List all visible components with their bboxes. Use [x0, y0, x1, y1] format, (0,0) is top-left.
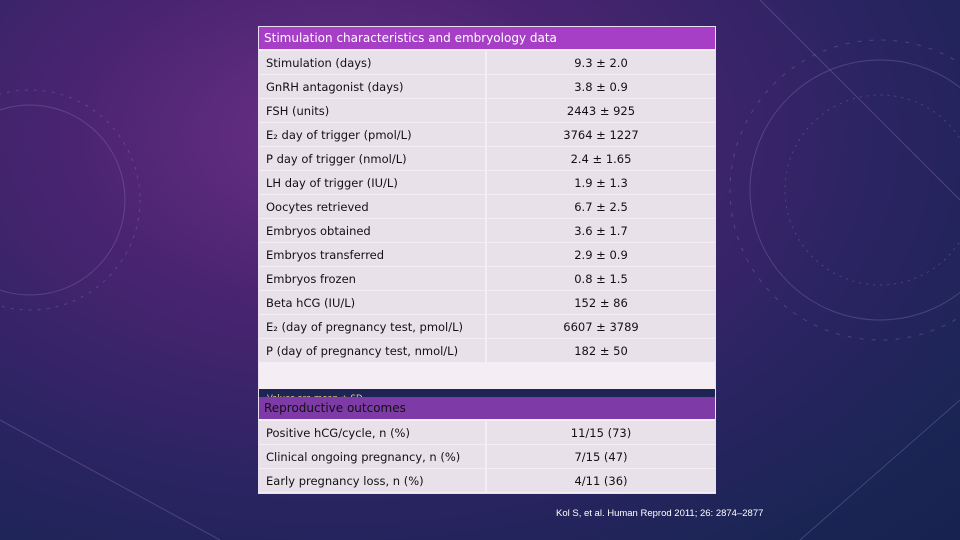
row-label: Early pregnancy loss, n (%): [259, 469, 485, 492]
row-value: 4/11 (36): [487, 469, 715, 492]
row-label: Oocytes retrieved: [259, 195, 485, 218]
row-label: LH day of trigger (IU/L): [259, 171, 485, 194]
row-label: FSH (units): [259, 99, 485, 122]
row-value: 3.6 ± 1.7: [487, 219, 715, 242]
row-label: Clinical ongoing pregnancy, n (%): [259, 445, 485, 468]
row-label: Positive hCG/cycle, n (%): [259, 421, 485, 444]
table-row: Beta hCG (IU/L) 152 ± 86: [259, 291, 715, 314]
table-row: P (day of pregnancy test, nmol/L) 182 ± …: [259, 339, 715, 362]
data-table: Stimulation characteristics and embryolo…: [258, 26, 716, 494]
table-row: Early pregnancy loss, n (%) 4/11 (36): [259, 469, 715, 492]
row-label: Stimulation (days): [259, 51, 485, 74]
table-row: GnRH antagonist (days) 3.8 ± 0.9: [259, 75, 715, 98]
table-row: Clinical ongoing pregnancy, n (%) 7/15 (…: [259, 445, 715, 468]
row-label: P (day of pregnancy test, nmol/L): [259, 339, 485, 362]
row-value: 2.4 ± 1.65: [487, 147, 715, 170]
table-row: Positive hCG/cycle, n (%) 11/15 (73): [259, 421, 715, 444]
table-row: FSH (units) 2443 ± 925: [259, 99, 715, 122]
divider: [259, 419, 715, 421]
row-value: 6607 ± 3789: [487, 315, 715, 338]
row-label: E₂ day of trigger (pmol/L): [259, 123, 485, 146]
row-label: Beta hCG (IU/L): [259, 291, 485, 314]
row-label: Embryos frozen: [259, 267, 485, 290]
row-value: 11/15 (73): [487, 421, 715, 444]
row-label: E₂ (day of pregnancy test, pmol/L): [259, 315, 485, 338]
row-label: Embryos obtained: [259, 219, 485, 242]
row-label: P day of trigger (nmol/L): [259, 147, 485, 170]
row-label: Embryos transferred: [259, 243, 485, 266]
row-value: 2443 ± 925: [487, 99, 715, 122]
table-row: Stimulation (days) 9.3 ± 2.0: [259, 51, 715, 74]
section-header-stimulation: Stimulation characteristics and embryolo…: [259, 27, 715, 49]
citation: Kol S, et al. Human Reprod 2011; 26: 287…: [556, 508, 764, 519]
section-header-outcomes: Reproductive outcomes: [259, 397, 715, 419]
table-row: LH day of trigger (IU/L) 1.9 ± 1.3: [259, 171, 715, 194]
row-value: 7/15 (47): [487, 445, 715, 468]
table-row: P day of trigger (nmol/L) 2.4 ± 1.65: [259, 147, 715, 170]
table-row: Embryos frozen 0.8 ± 1.5: [259, 267, 715, 290]
row-value: 9.3 ± 2.0: [487, 51, 715, 74]
row-value: 1.9 ± 1.3: [487, 171, 715, 194]
table-row: E₂ (day of pregnancy test, pmol/L) 6607 …: [259, 315, 715, 338]
row-value: 3764 ± 1227: [487, 123, 715, 146]
row-value: 6.7 ± 2.5: [487, 195, 715, 218]
row-label: GnRH antagonist (days): [259, 75, 485, 98]
table-row: E₂ day of trigger (pmol/L) 3764 ± 1227: [259, 123, 715, 146]
row-value: 182 ± 50: [487, 339, 715, 362]
row-value: 0.8 ± 1.5: [487, 267, 715, 290]
table-row: Oocytes retrieved 6.7 ± 2.5: [259, 195, 715, 218]
table-row: Embryos obtained 3.6 ± 1.7: [259, 219, 715, 242]
row-value: 152 ± 86: [487, 291, 715, 314]
row-value: 3.8 ± 0.9: [487, 75, 715, 98]
table-row: Embryos transferred 2.9 ± 0.9: [259, 243, 715, 266]
row-value: 2.9 ± 0.9: [487, 243, 715, 266]
